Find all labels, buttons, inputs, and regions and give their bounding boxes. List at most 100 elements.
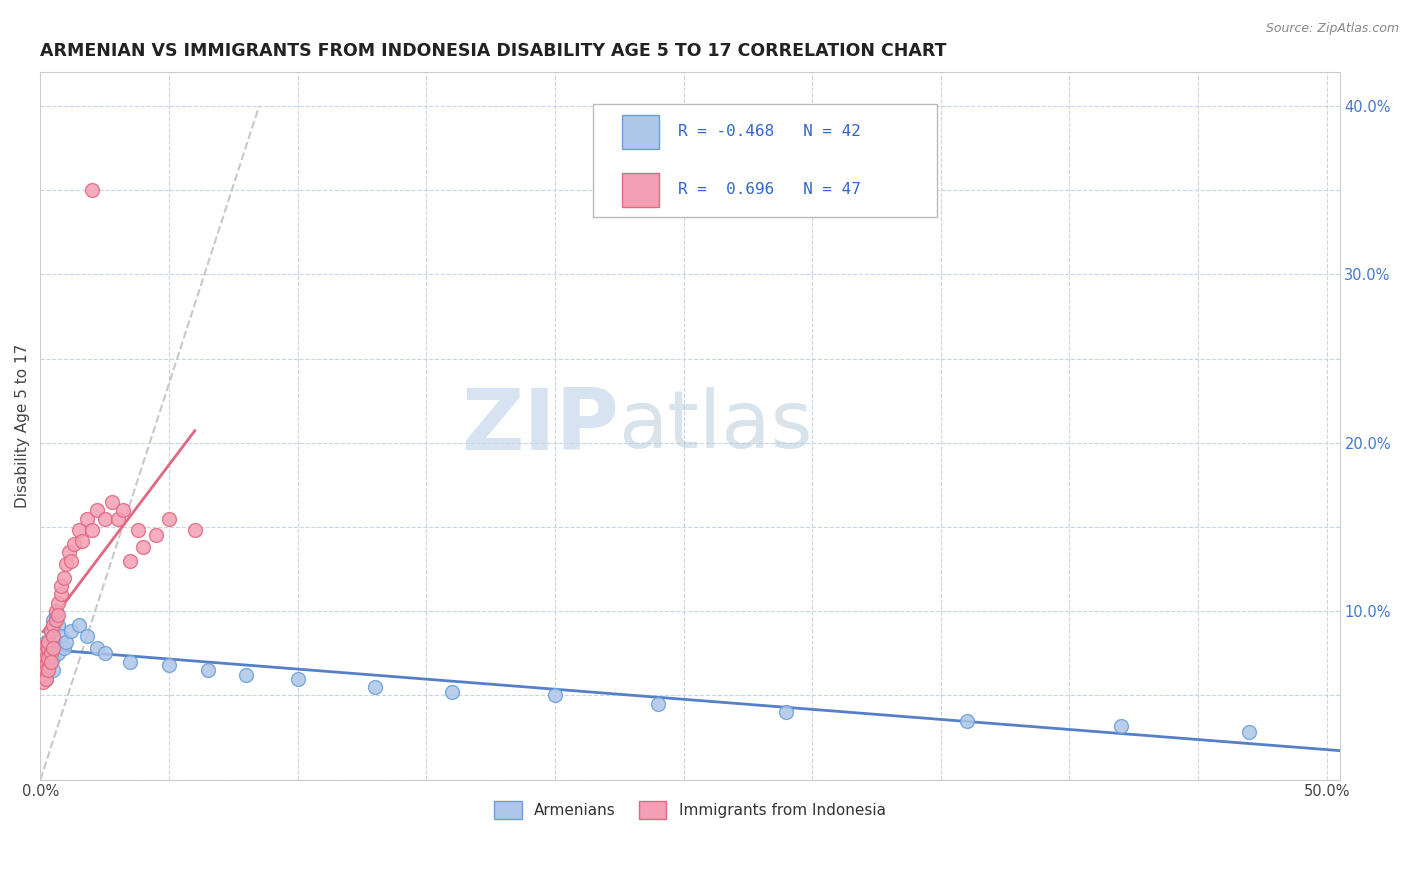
Point (440, 685, 463, 699)
Point (45, 607, 67, 622)
Text: R =  0.696   N = 47: R = 0.696 N = 47 (678, 182, 860, 197)
Point (42, 630, 65, 644)
Point (42, 651, 65, 665)
Point (37, 638, 59, 652)
Point (145, 528, 167, 542)
Point (93, 646, 115, 660)
Point (42, 617, 65, 632)
Point (37, 634, 59, 648)
Point (157, 658, 180, 673)
Point (1109, 719, 1132, 733)
Point (34, 634, 56, 648)
Y-axis label: Disability Age 5 to 17: Disability Age 5 to 17 (15, 344, 30, 508)
Point (42, 663, 65, 677)
Point (132, 541, 155, 555)
Point (32, 641, 55, 656)
Point (76, 511, 98, 525)
Point (63, 537, 86, 551)
Point (86, 503, 108, 517)
Point (48, 596, 70, 610)
Point (1239, 725, 1261, 739)
Point (544, 689, 567, 703)
Text: atlas: atlas (619, 387, 813, 465)
Point (127, 524, 149, 538)
Point (32, 651, 55, 665)
Point (67, 524, 90, 538)
Point (39, 655, 62, 669)
Point (34, 655, 56, 669)
Point (647, 697, 669, 711)
Point (45, 638, 67, 652)
Point (37, 641, 59, 656)
Point (34, 646, 56, 660)
Point (101, 495, 124, 509)
Point (49, 579, 72, 593)
Point (45, 613, 67, 627)
FancyBboxPatch shape (623, 115, 659, 149)
Point (955, 714, 977, 728)
Point (37, 663, 59, 677)
Point (184, 524, 207, 538)
Point (48, 617, 70, 632)
Point (235, 668, 257, 682)
Point (80, 183, 103, 197)
Point (49, 630, 72, 644)
Point (32, 646, 55, 660)
Point (55, 557, 77, 571)
Point (32, 675, 55, 690)
Point (48, 646, 70, 660)
Point (107, 511, 129, 525)
Point (37, 651, 59, 665)
Point (58, 545, 80, 559)
Point (52, 641, 75, 656)
Text: Source: ZipAtlas.com: Source: ZipAtlas.com (1265, 22, 1399, 36)
Point (42, 613, 65, 627)
Point (287, 672, 309, 686)
Point (34, 651, 56, 665)
Point (42, 641, 65, 656)
Point (34, 672, 56, 686)
Text: ARMENIAN VS IMMIGRANTS FROM INDONESIA DISABILITY AGE 5 TO 17 CORRELATION CHART: ARMENIAN VS IMMIGRANTS FROM INDONESIA DI… (41, 42, 946, 60)
Point (55, 634, 77, 648)
Point (197, 663, 219, 677)
FancyBboxPatch shape (592, 104, 936, 218)
Point (364, 680, 387, 694)
Point (34, 638, 56, 652)
Point (60, 554, 83, 568)
Point (48, 607, 70, 622)
Point (34, 658, 56, 673)
Point (39, 655, 62, 669)
Point (120, 554, 142, 568)
Point (37, 648, 59, 662)
Point (157, 511, 180, 525)
Point (120, 655, 142, 669)
Point (775, 705, 797, 719)
Point (34, 672, 56, 686)
Point (93, 511, 115, 525)
Point (52, 570, 75, 584)
Point (32, 655, 55, 669)
Point (32, 663, 55, 677)
Point (67, 617, 90, 632)
Point (60, 624, 83, 639)
Text: ZIP: ZIP (461, 384, 619, 467)
Point (32, 663, 55, 677)
Point (80, 524, 103, 538)
Point (86, 641, 108, 656)
Point (76, 630, 98, 644)
Legend: Armenians, Immigrants from Indonesia: Armenians, Immigrants from Indonesia (488, 795, 891, 825)
Point (37, 663, 59, 677)
Point (34, 663, 56, 677)
Point (111, 503, 134, 517)
Point (32, 668, 55, 682)
Point (39, 624, 62, 639)
Point (49, 587, 72, 601)
Point (39, 646, 62, 660)
Point (32, 658, 55, 673)
Point (39, 624, 62, 639)
Point (70, 533, 93, 548)
Point (39, 645, 62, 659)
Point (45, 604, 67, 618)
FancyBboxPatch shape (623, 173, 659, 207)
Text: R = -0.468   N = 42: R = -0.468 N = 42 (678, 124, 860, 139)
